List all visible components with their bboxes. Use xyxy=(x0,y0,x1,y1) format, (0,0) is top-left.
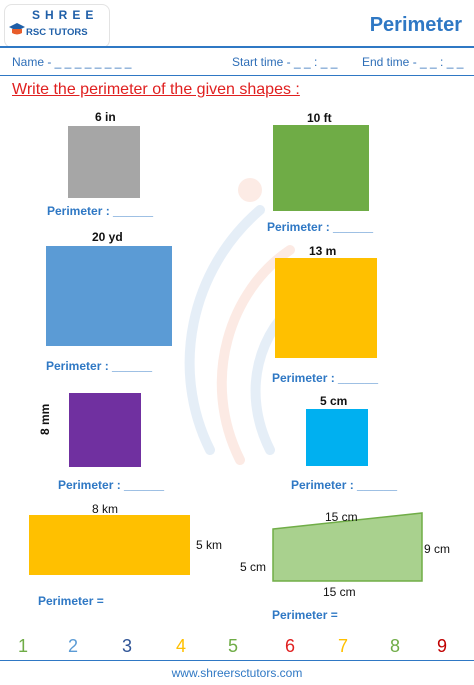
decorative-digit: 4 xyxy=(176,636,187,656)
shape-3-perimeter-label: Perimeter : ______ xyxy=(46,359,153,373)
shape-6-square xyxy=(306,409,368,466)
instruction-text: Write the perimeter of the given shapes … xyxy=(12,81,300,98)
shape-4-perimeter-label: Perimeter : ______ xyxy=(272,371,379,385)
decorative-digit: 5 xyxy=(228,636,239,656)
watermark-logo xyxy=(184,178,305,465)
shape-7-length-label: 8 km xyxy=(92,502,119,516)
shape-4-square xyxy=(275,258,377,358)
shape-8-left-label: 5 cm xyxy=(240,560,267,574)
shape-8-top-label: 15 cm xyxy=(325,510,358,524)
end-time-label: End time - _ _ : _ _ xyxy=(362,55,464,69)
logo-text-rsc-tutors: RSC TUTORS xyxy=(26,27,88,38)
decorative-digit: 2 xyxy=(68,636,79,656)
decorative-digit: 3 xyxy=(122,636,133,656)
page-title: Perimeter xyxy=(369,14,462,36)
decorative-digit: 8 xyxy=(390,636,401,656)
shape-7-perimeter-label: Perimeter = xyxy=(38,594,104,608)
header-divider xyxy=(0,46,474,48)
shape-3-square xyxy=(46,246,172,346)
decorative-digit: 7 xyxy=(338,636,349,656)
footer-url[interactable]: www.shreersctutors.com xyxy=(171,666,303,680)
shape-1-side-label: 6 in xyxy=(95,110,116,124)
shape-8-perimeter-label: Perimeter = xyxy=(272,608,338,622)
shape-8-trapezoid xyxy=(272,512,423,582)
shape-1-square xyxy=(68,126,140,198)
shape-5-side-label: 8 mm xyxy=(38,403,52,435)
shape-7-width-label: 5 km xyxy=(196,538,223,552)
meta-divider xyxy=(0,75,474,76)
name-field-label: Name - _ _ _ _ _ _ _ _ xyxy=(12,55,132,69)
shape-1-perimeter-label: Perimeter : ______ xyxy=(47,204,154,218)
shape-4-side-label: 13 m xyxy=(309,244,337,258)
start-time-label: Start time - _ _ : _ _ xyxy=(232,55,338,69)
footer-divider xyxy=(0,660,474,661)
shape-2-square xyxy=(273,125,369,211)
shape-2-perimeter-label: Perimeter : ______ xyxy=(267,220,374,234)
logo-text-shree: SHREE xyxy=(32,8,99,22)
shape-6-perimeter-label: Perimeter : ______ xyxy=(291,478,398,492)
decorative-digit: 1 xyxy=(18,636,29,656)
graduation-cap-icon xyxy=(9,23,25,35)
shape-8-right-label: 9 cm xyxy=(424,542,451,556)
decorative-digit: 9 xyxy=(437,636,448,656)
shape-5-perimeter-label: Perimeter : ______ xyxy=(58,478,165,492)
shape-8-bottom-label: 15 cm xyxy=(323,585,356,599)
shape-5-square xyxy=(69,393,141,467)
shape-2-side-label: 10 ft xyxy=(307,111,332,125)
shape-7-rectangle xyxy=(29,515,190,575)
shape-3-side-label: 20 yd xyxy=(92,230,123,244)
decorative-digit: 6 xyxy=(285,636,296,656)
shape-6-side-label: 5 cm xyxy=(320,394,348,408)
